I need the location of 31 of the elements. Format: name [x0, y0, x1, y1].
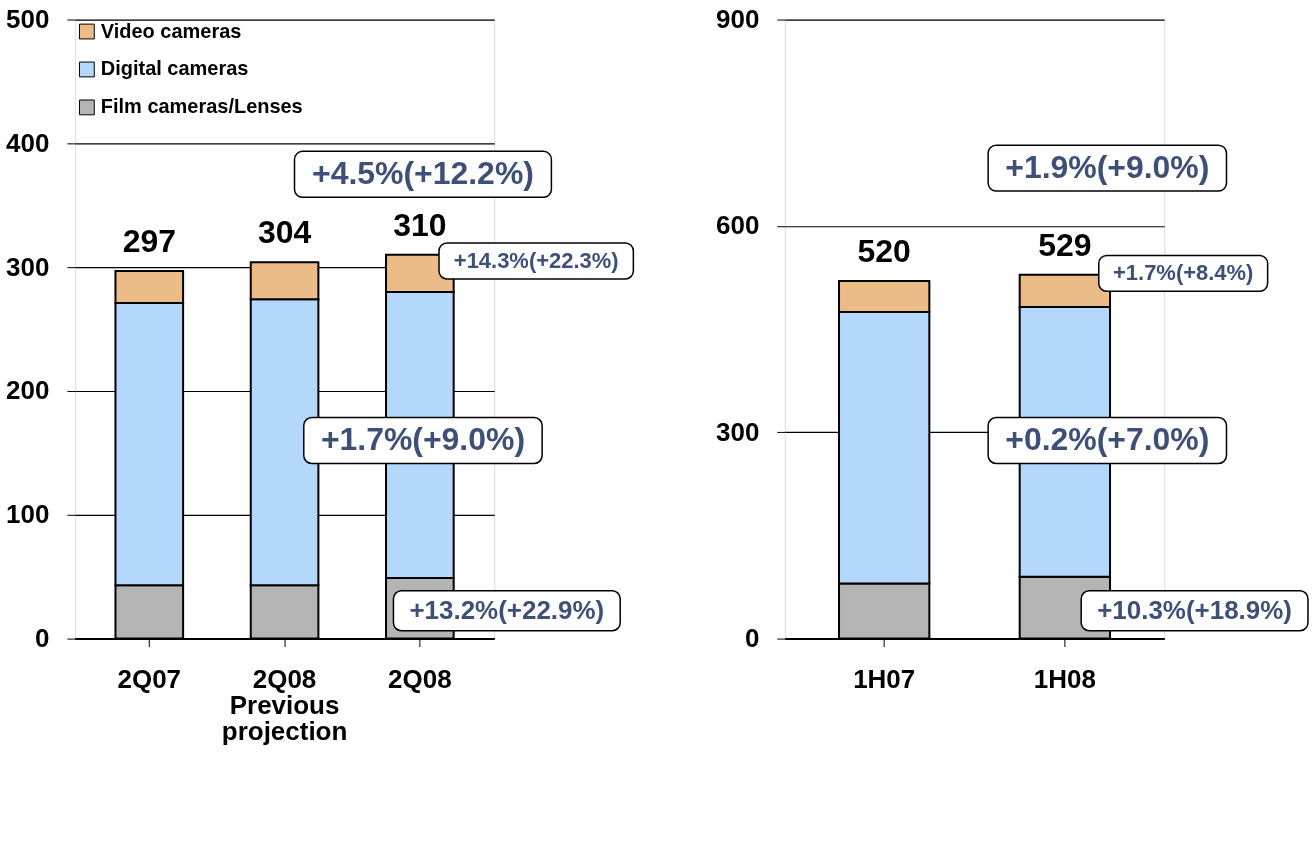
y-tick-label: 300 — [6, 251, 50, 282]
annotation: +1.7%(+9.0%) — [320, 421, 526, 458]
annotation: +1.9%(+9.0%) — [1005, 149, 1210, 186]
x-tick-label: 2Q08 Previous projection — [221, 664, 348, 746]
y-tick-label: 0 — [34, 623, 50, 654]
y-tick-label: 900 — [716, 4, 760, 35]
annotation: +10.3%(+18.9%) — [1097, 594, 1292, 625]
annotation: +4.5%(+12.2%) — [311, 155, 534, 192]
annotation: +13.2%(+22.9%) — [409, 594, 605, 625]
annotation: +14.3%(+22.3%) — [453, 247, 619, 273]
x-tick-label: 2Q07 — [117, 664, 182, 695]
legend-label: Film cameras/Lenses — [100, 95, 303, 118]
total-label: 529 — [1038, 226, 1092, 263]
y-tick-label: 200 — [6, 375, 50, 406]
legend-label: Video cameras — [100, 19, 242, 42]
y-tick-label: 100 — [6, 499, 50, 530]
annotation: +0.2%(+7.0%) — [1005, 421, 1210, 458]
total-label: 297 — [122, 222, 176, 259]
y-tick-label: 600 — [716, 210, 760, 241]
x-tick-label: 2Q08 — [388, 664, 452, 695]
total-label: 304 — [257, 214, 312, 251]
legend-label: Digital cameras — [100, 57, 249, 80]
total-label: 310 — [393, 206, 447, 243]
annotation: +1.7%(+8.4%) — [1113, 260, 1254, 286]
y-tick-label: 500 — [6, 4, 50, 35]
total-label: 520 — [857, 232, 911, 269]
y-tick-label: 400 — [6, 127, 50, 158]
y-tick-label: 0 — [744, 623, 760, 654]
y-tick-label: 300 — [716, 416, 760, 447]
x-tick-label: 1H08 — [1033, 664, 1096, 695]
x-tick-label: 1H07 — [853, 664, 916, 695]
